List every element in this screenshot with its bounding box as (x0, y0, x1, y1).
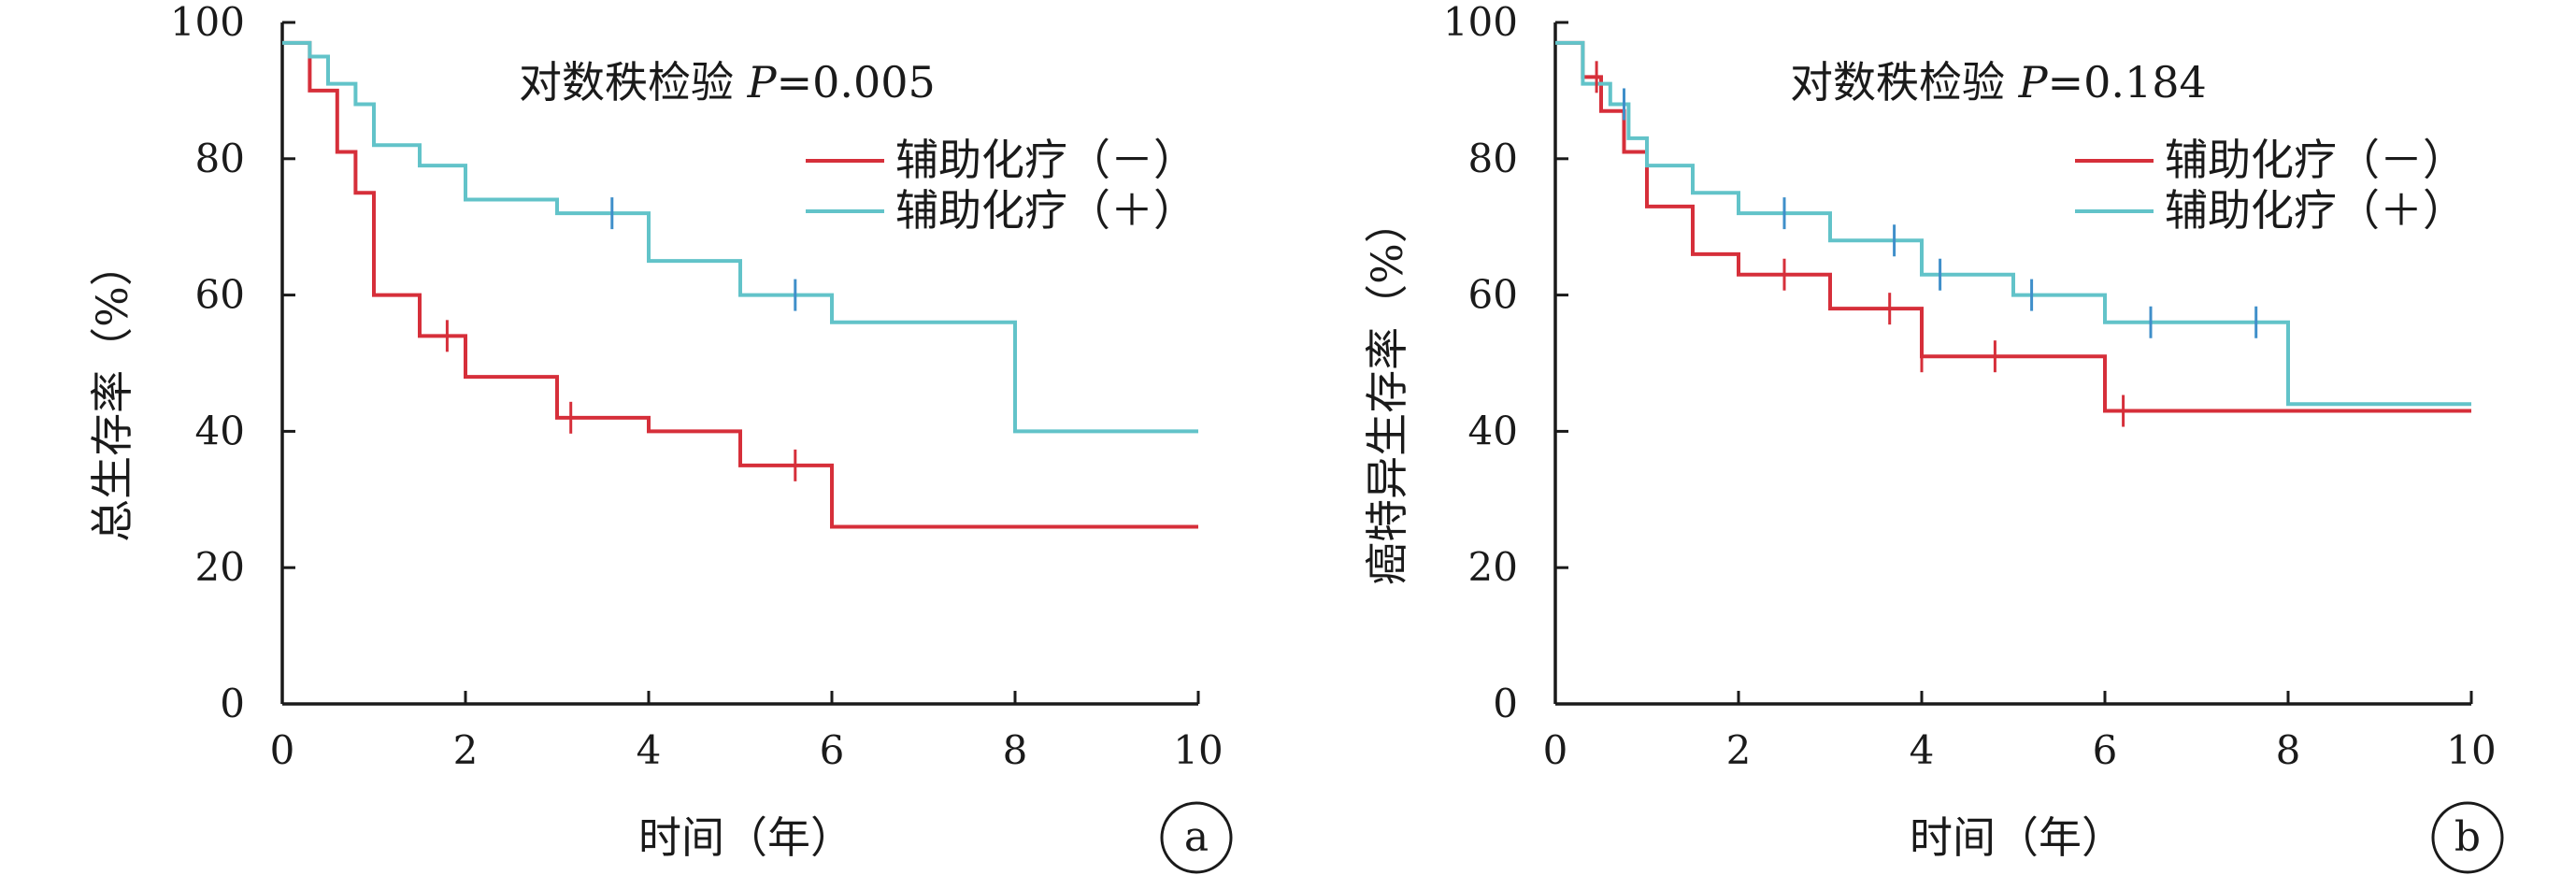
panel-a-ytick-label-2: 40 (195, 408, 245, 453)
panel-a-letter: a (1184, 813, 1209, 861)
panel-b-ytick-label-1: 20 (1468, 544, 1518, 590)
panel-b-annotation: 对数秩检验 P=0.184 (1790, 57, 2207, 108)
panel-a-ytick-label-4: 80 (195, 136, 245, 181)
panel-b-letter: b (2454, 813, 2481, 861)
panel-b-legend-label-0: 辅助化疗（－） (2165, 135, 2466, 185)
panel-b-xtick-label-5: 10 (2446, 727, 2496, 773)
panel-a-ytick-label-0: 0 (220, 681, 245, 726)
panel-b-ytick-label-5: 100 (1443, 0, 1518, 45)
panel-a-ylabel: 总生存率（%） (87, 243, 137, 542)
panel-b-xtick-label-3: 6 (2093, 727, 2118, 773)
panel-b-series-1-line (1555, 40, 2471, 407)
panel-b-xtick-label-0: 0 (1543, 727, 1568, 773)
panel-a-xtick-label-5: 10 (1173, 727, 1223, 773)
panel-a-ytick-label-5: 100 (170, 0, 245, 45)
panel-a-xtick-label-3: 6 (820, 727, 845, 773)
panel-a-xtick-label-1: 2 (453, 727, 479, 773)
panel-a-ytick-label-1: 20 (195, 544, 245, 590)
panel-b-plot: 0 20 40 60 80 100 0 2 4 6 8 10 (1443, 0, 2497, 773)
panel-b-xtick-label-4: 8 (2276, 727, 2301, 773)
panel-a-plot: 0 20 40 60 80 100 0 2 4 6 8 10 (170, 0, 1224, 773)
panel-a-annotation: 对数秩检验 P=0.005 (519, 57, 936, 108)
panel-b-xtick-label-2: 4 (1910, 727, 1935, 773)
panel-b: 0 20 40 60 80 100 0 2 4 6 8 10 对数秩检验 P=0.184 辅助化疗（－… (1362, 0, 2504, 874)
panel-b-ytick-label-3: 60 (1468, 272, 1518, 318)
panel-a-xtick-label-0: 0 (270, 727, 295, 773)
panel-b-letter-circle (2431, 801, 2504, 874)
panel-a-series-1-line (282, 40, 1198, 434)
panel-a-xtick-label-2: 4 (637, 727, 662, 773)
panel-a-letter-circle (1160, 801, 1233, 874)
panel-b-ytick-label-2: 40 (1468, 408, 1518, 453)
panel-b-ytick-label-4: 80 (1468, 136, 1518, 181)
panel-b-ytick-label-0: 0 (1493, 681, 1518, 726)
panel-b-ylabel: 癌特异生存率（%） (1362, 200, 1412, 585)
panel-b-legend-label-1: 辅助化疗（＋） (2165, 185, 2466, 236)
panel-a-xlabel: 时间（年） (638, 812, 853, 863)
panel-a-series-0-line (282, 40, 1198, 529)
panel-a-xtick-label-4: 8 (1003, 727, 1028, 773)
panel-b-xtick-label-1: 2 (1726, 727, 1752, 773)
panel-a-legend-label-1: 辅助化疗（＋） (895, 185, 1196, 236)
panel-a: 0 20 40 60 80 100 0 2 4 6 8 10 对数秩检验 P=0.005 辅助化疗（－… (87, 0, 1233, 874)
panel-a-ytick-label-3: 60 (195, 272, 245, 318)
panel-a-legend-label-0: 辅助化疗（－） (895, 135, 1196, 185)
panel-b-xlabel: 时间（年） (1910, 812, 2125, 863)
